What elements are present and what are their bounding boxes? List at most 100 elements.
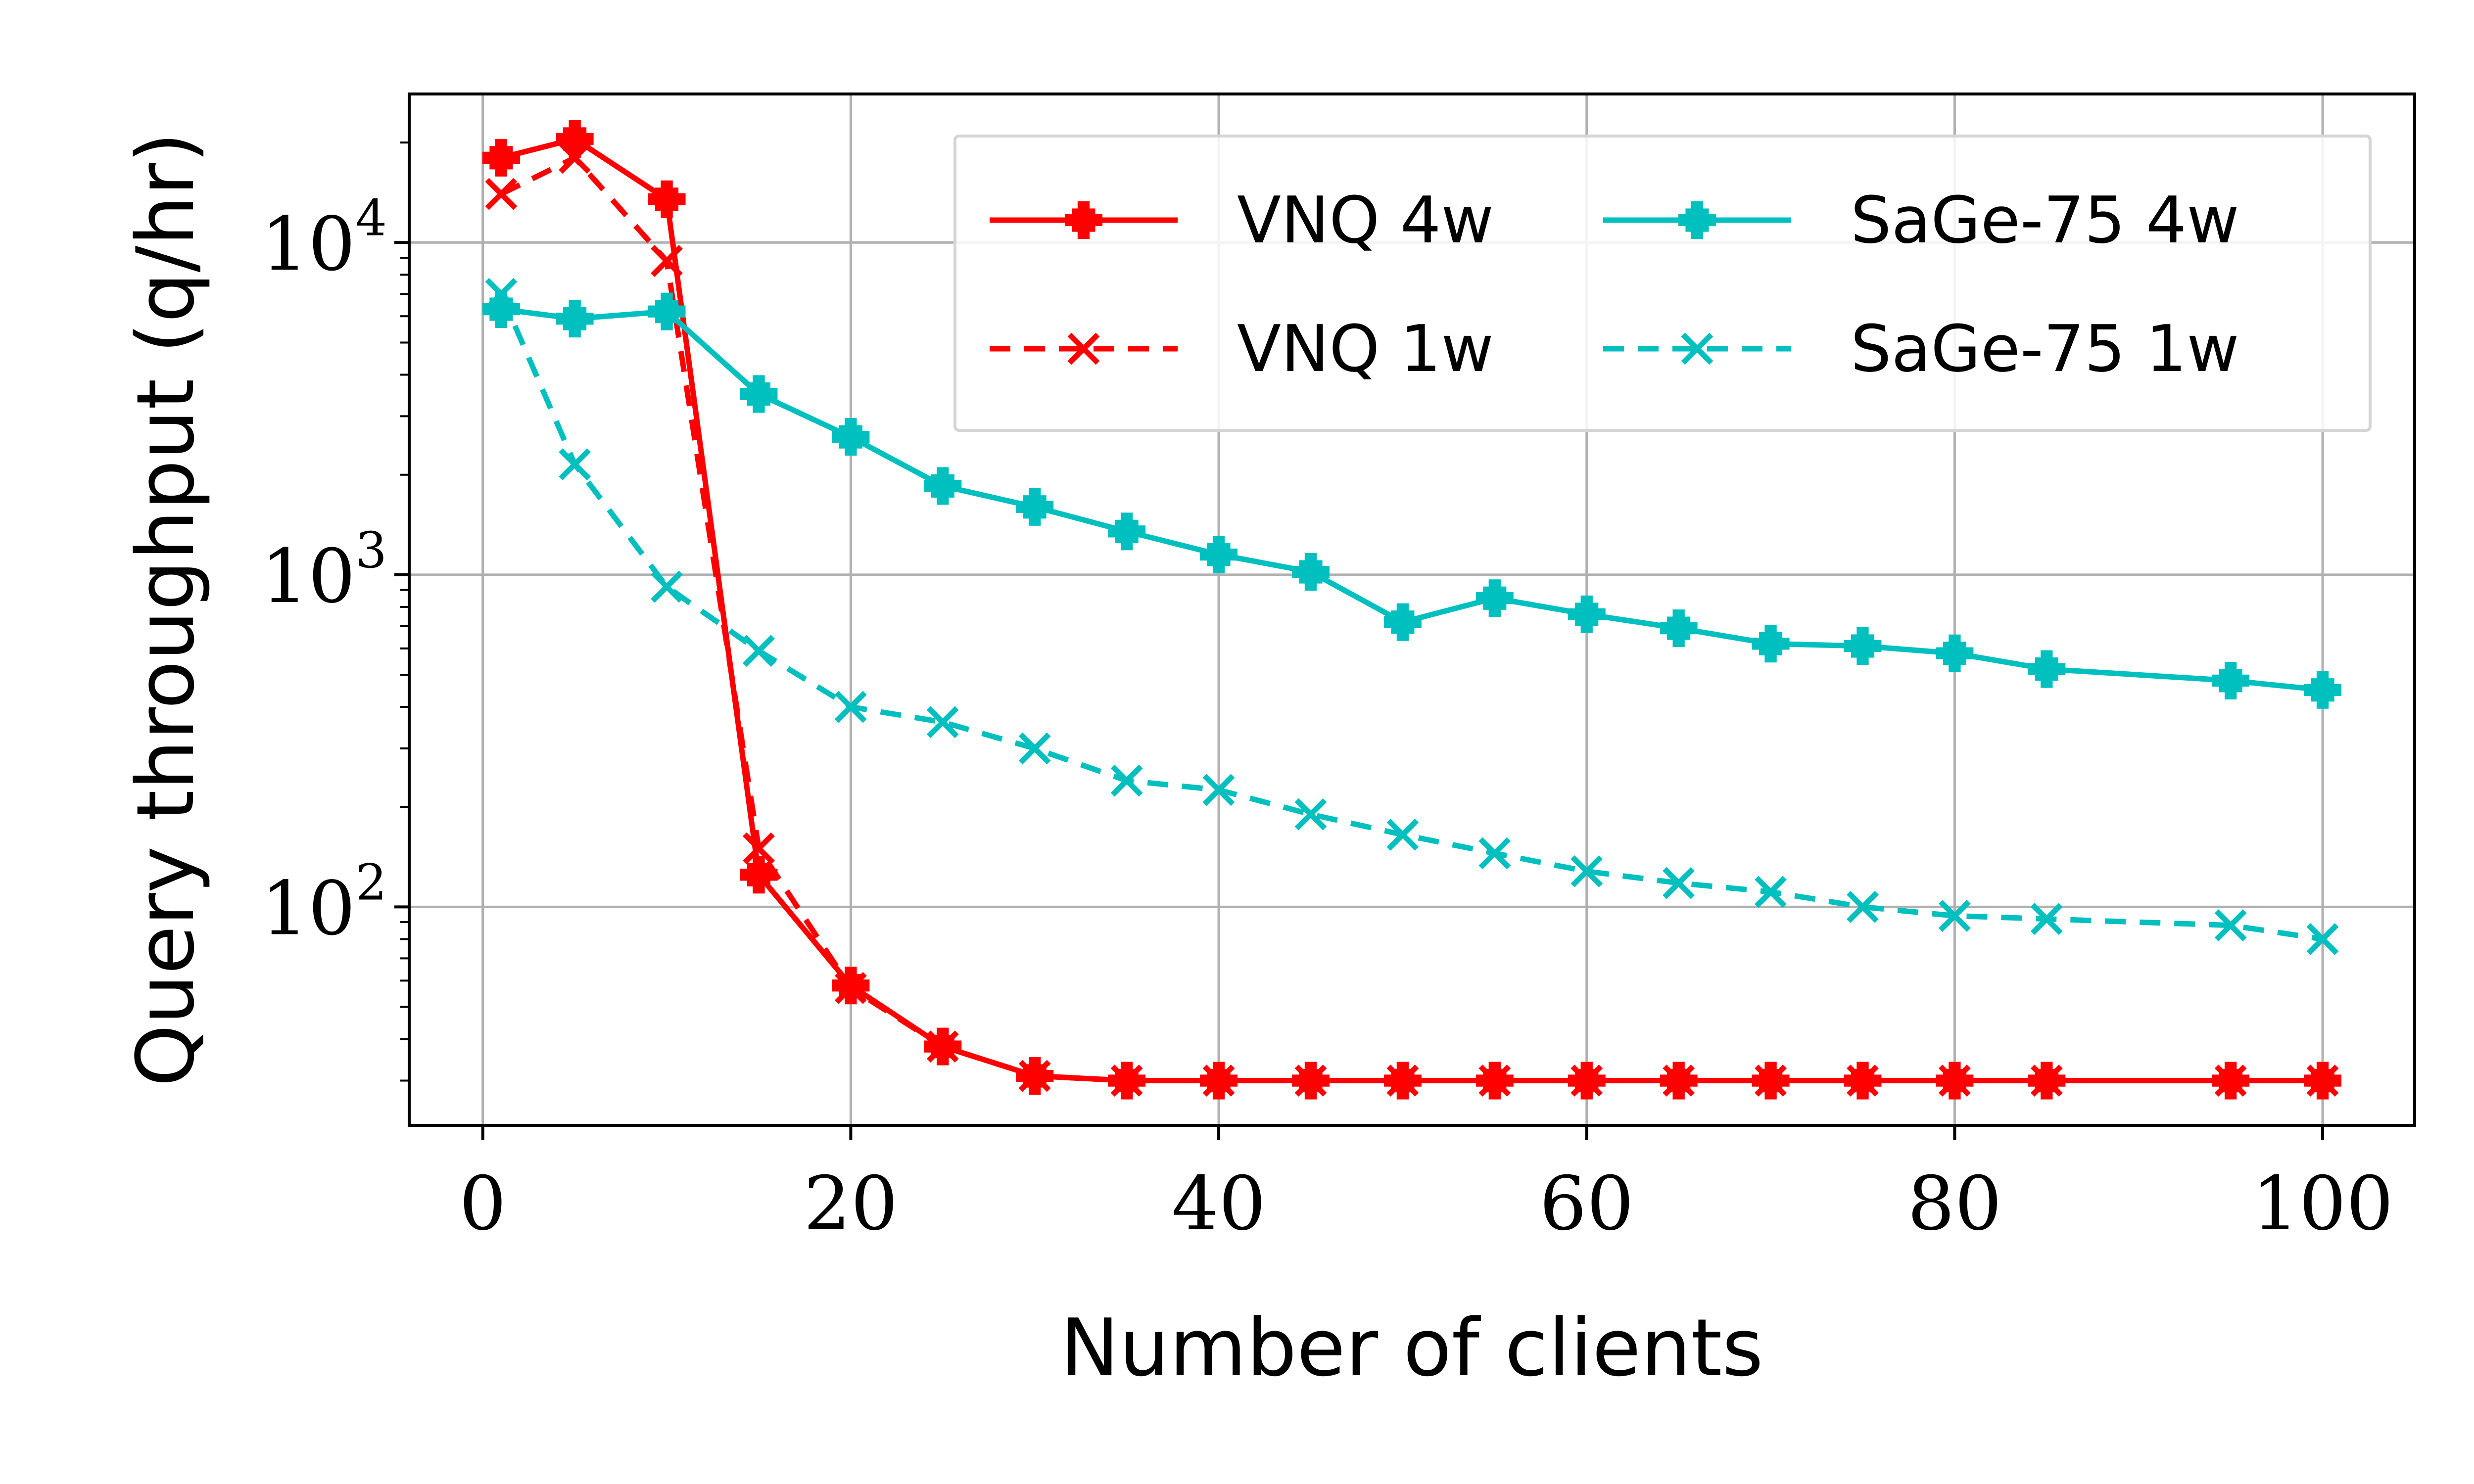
marker-x-b xyxy=(1386,1065,1419,1097)
marker-x-b xyxy=(1663,1065,1695,1097)
marker-x-b xyxy=(2030,903,2063,935)
point-marker xyxy=(2306,1065,2339,1097)
point-marker xyxy=(1939,900,1971,932)
marker-vbar xyxy=(1856,627,1869,665)
point-marker xyxy=(2214,909,2247,942)
point-marker xyxy=(2030,903,2063,935)
marker-vbar xyxy=(495,139,508,177)
marker-x-b xyxy=(835,972,867,1004)
marker-vbar xyxy=(1396,603,1409,641)
x-tick-label: 60 xyxy=(1539,1161,1634,1247)
marker-x-b xyxy=(1570,1065,1603,1097)
point-marker xyxy=(1939,1065,1971,1097)
point-marker xyxy=(740,375,778,413)
point-marker xyxy=(648,292,686,330)
marker-vbar xyxy=(753,856,765,894)
marker-vbar xyxy=(1304,553,1317,591)
point-marker xyxy=(832,418,870,456)
point-marker xyxy=(1067,332,1100,365)
marker-x-b xyxy=(2030,1065,2063,1097)
marker-x-b xyxy=(1681,332,1713,365)
point-marker xyxy=(2304,671,2342,709)
point-marker xyxy=(1202,774,1235,806)
point-marker xyxy=(1936,634,1974,672)
point-marker xyxy=(2212,661,2250,699)
marker-vbar xyxy=(661,292,673,330)
point-marker xyxy=(1294,1065,1327,1097)
point-marker xyxy=(1291,553,1330,591)
marker-vbar xyxy=(937,467,949,505)
plot-frame xyxy=(408,93,2416,1127)
series-sage-75-4w xyxy=(482,290,2342,709)
x-tick-label: 80 xyxy=(1907,1161,2002,1247)
point-marker xyxy=(924,467,962,505)
marker-x-b xyxy=(1294,1065,1327,1097)
series-sage-75-1w xyxy=(485,278,2339,955)
point-marker xyxy=(1200,536,1238,574)
marker-x-b xyxy=(1939,900,1971,932)
marker-x-b xyxy=(1202,774,1235,806)
marker-x-b xyxy=(1570,855,1603,887)
point-marker xyxy=(1202,1065,1235,1097)
point-marker xyxy=(1681,332,1713,365)
marker-x-b xyxy=(1294,798,1327,831)
point-marker xyxy=(485,178,518,210)
y-tick-label: 104 xyxy=(261,189,387,287)
x-tick-label: 40 xyxy=(1172,1161,1266,1247)
marker-x-b xyxy=(1755,876,1787,908)
point-marker xyxy=(2306,923,2339,955)
point-marker xyxy=(835,972,867,1004)
point-marker xyxy=(1478,1065,1511,1097)
legend-label: SaGe-75 4w xyxy=(1851,183,2239,258)
marker-x-b xyxy=(559,141,591,174)
marker-vbar xyxy=(1949,634,1961,672)
marker-x-b xyxy=(1386,818,1419,851)
marker-vbar xyxy=(753,375,765,413)
point-marker xyxy=(1110,764,1143,797)
marker-x-b xyxy=(743,635,775,667)
marker-x-b xyxy=(2306,923,2339,955)
point-marker xyxy=(2028,650,2066,688)
point-marker xyxy=(1108,512,1146,551)
point-marker xyxy=(743,635,775,667)
y-tick-label: 103 xyxy=(261,521,387,620)
series-line xyxy=(498,293,2323,942)
marker-x-b xyxy=(835,691,867,723)
legend-box xyxy=(953,135,2372,432)
marker-vbar xyxy=(2225,661,2237,699)
marker-x-b xyxy=(1018,732,1051,765)
axes: 0 20 40 60 80 100 102 103 104 xyxy=(261,141,2393,1247)
point-marker xyxy=(2214,1065,2247,1097)
x-tick-label: 0 xyxy=(459,1161,506,1247)
marker-x-b xyxy=(1755,1065,1787,1097)
marker-vbar xyxy=(845,418,857,456)
point-marker xyxy=(1570,1065,1603,1097)
marker-x-b xyxy=(1067,332,1100,365)
marker-x-b xyxy=(926,1030,959,1063)
point-marker xyxy=(1663,1065,1695,1097)
legend-label: VNQ 4w xyxy=(1237,183,1494,258)
point-marker xyxy=(559,141,591,174)
marker-x-b xyxy=(1110,764,1143,797)
point-marker xyxy=(926,1030,959,1063)
marker-vbar xyxy=(1764,625,1777,663)
x-tick-label: 100 xyxy=(2252,1161,2393,1247)
point-marker xyxy=(1018,732,1051,765)
marker-vbar xyxy=(1488,579,1501,617)
series-line xyxy=(500,155,2323,1083)
point-marker xyxy=(1294,798,1327,831)
marker-x-b xyxy=(1847,891,1879,923)
point-marker xyxy=(1755,876,1787,908)
marker-vbar xyxy=(661,180,673,218)
y-axis-title: Query throughput (q/hr) xyxy=(119,132,212,1087)
legend: VNQ 4w VNQ 1w SaGe-75 4w SaGe-75 1w xyxy=(953,135,2372,432)
point-marker xyxy=(1678,201,1716,239)
marker-x-b xyxy=(1939,1065,1971,1097)
marker-vbar xyxy=(1672,609,1685,648)
series-layer xyxy=(482,120,2342,1100)
legend-entry: VNQ 4w xyxy=(990,183,1494,258)
point-marker xyxy=(1847,1065,1879,1097)
point-marker xyxy=(1016,488,1054,526)
marker-vbar xyxy=(1029,488,1041,526)
